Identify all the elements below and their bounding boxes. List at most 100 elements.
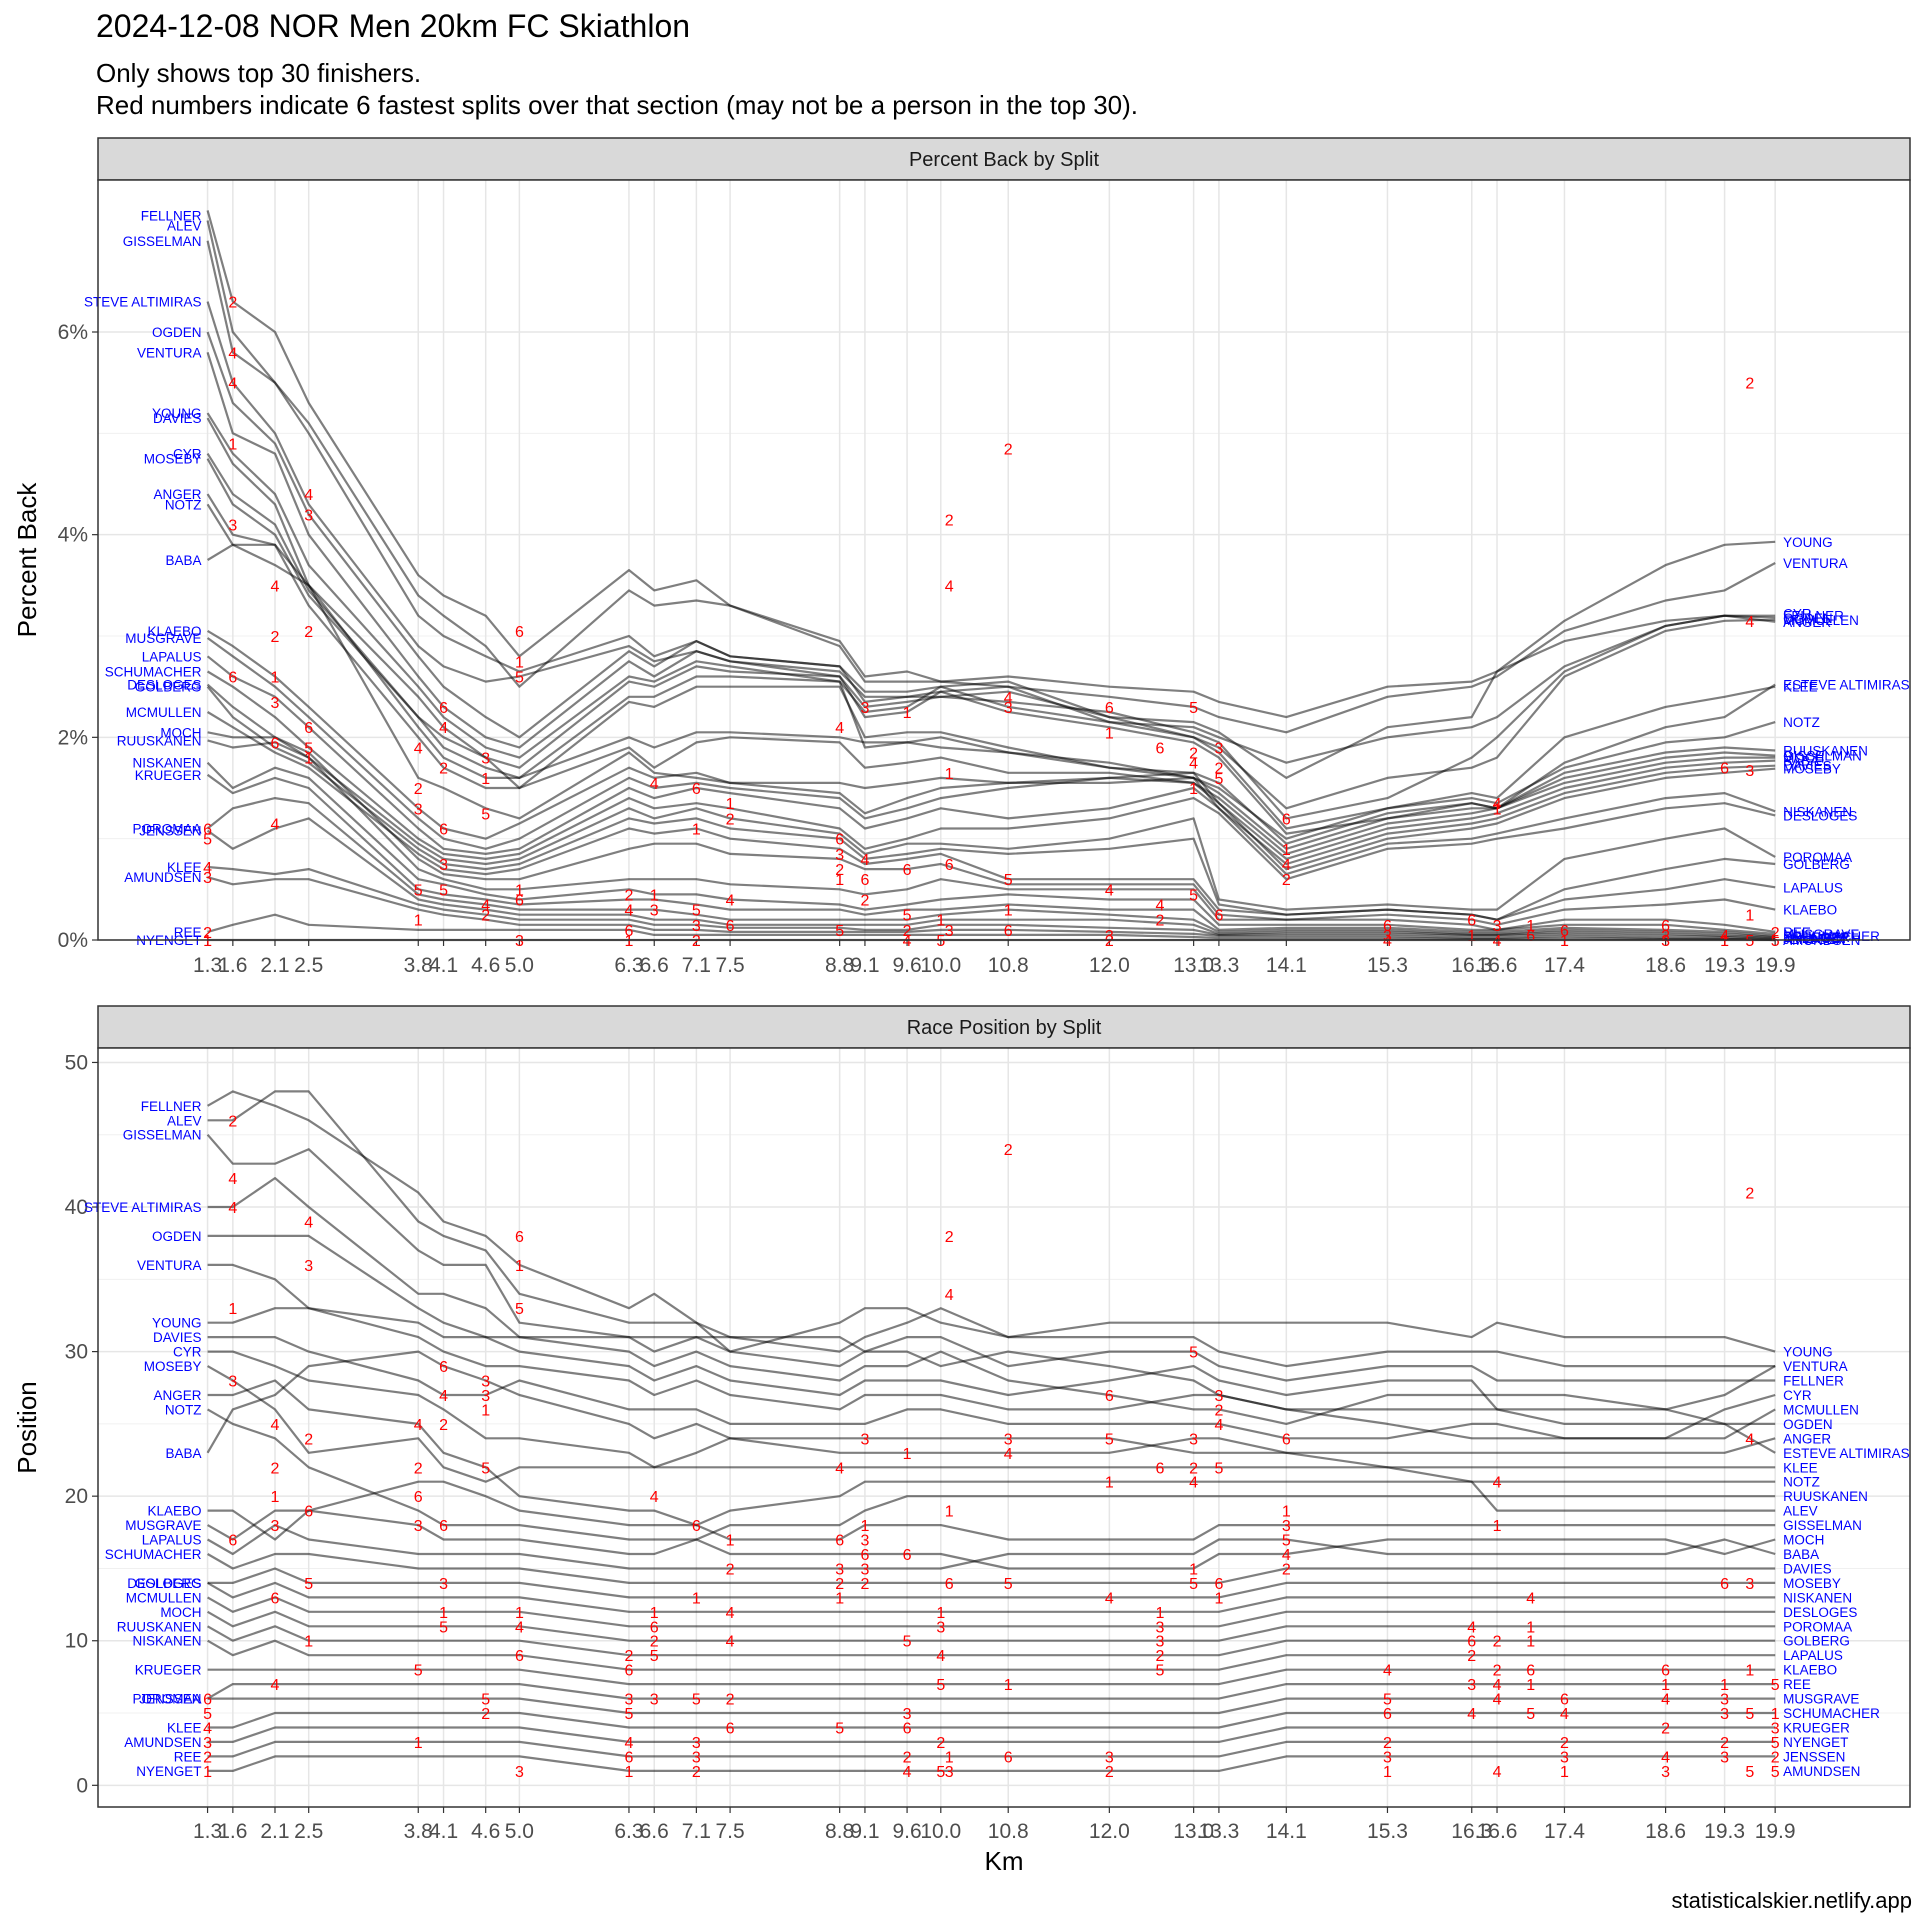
skier-line-11 [207,1379,1776,1527]
end-name-label: MUSGRAVE [1783,1692,1859,1707]
split-rank-label: 4 [1282,1547,1291,1564]
split-rank-label: 1 [1745,908,1754,925]
split-rank-label: 5 [1105,1431,1114,1448]
start-name-label: RUUSKANEN [117,1619,202,1634]
split-rank-label: 1 [650,887,659,904]
end-name-label: DESLOGES [1783,808,1857,823]
x-tick-label: 8.8 [825,1820,854,1843]
split-rank-label: 4 [228,376,237,393]
split-rank-label: 2 [203,1749,212,1766]
split-rank-label: 2 [1105,1764,1114,1781]
split-rank-label: 1 [1493,801,1502,818]
split-rank-label: 1 [1282,842,1291,859]
skier-line-28 [207,1726,1776,1744]
split-rank-label: 3 [860,1561,869,1578]
start-name-label: MOSEBY [144,1359,202,1374]
split-rank-label: 3 [1383,1749,1392,1766]
split-rank-label: 1 [1493,1518,1502,1535]
x-tick-label: 6.3 [614,1820,643,1843]
split-rank-label: 5 [1155,1663,1164,1680]
split-rank-label: 3 [203,1735,212,1752]
split-rank-label: 6 [945,857,954,874]
split-rank-label: 3 [1467,1677,1476,1694]
split-rank-label: 6 [515,1648,524,1665]
split-rank-label: 4 [1467,1619,1476,1636]
skier-line-8 [207,1335,1776,1440]
split-rank-label: 6 [1560,923,1569,940]
x-tick-label: 13.0 [1173,954,1214,977]
skier-line-12 [206,503,1776,856]
skier-line-2 [207,1090,1776,1368]
split-rank-label: 2 [1004,442,1013,459]
end-name-label: NOTZ [1783,1475,1820,1490]
x-tick-label: 12.0 [1089,1820,1130,1843]
split-rank-label: 2 [835,1576,844,1593]
split-rank-label: 6 [835,832,844,849]
split-rank-label: 3 [1720,1749,1729,1766]
split-rank-label: 1 [1155,1605,1164,1622]
end-name-label: NYENGET [1783,931,1848,946]
x-tick-label: 1.6 [218,954,247,977]
split-rank-label: 1 [515,882,524,899]
split-rank-label: 3 [650,1692,659,1709]
split-rank-label: 2 [481,1706,490,1723]
split-rank-label: 6 [271,735,280,752]
start-name-label: ANGER [154,487,202,502]
split-rank-label: 5 [414,1663,423,1680]
split-rank-label: 2 [1771,1749,1780,1766]
end-name-label: RUUSKANEN [1783,1489,1868,1504]
split-rank-label: 1 [936,913,945,930]
split-rank-label: 1 [1526,1619,1535,1636]
split-rank-label: 2 [625,887,634,904]
split-rank-label: 4 [1467,1706,1476,1723]
split-rank-label: 4 [1493,1764,1502,1781]
end-name-label: CYR [1783,607,1812,622]
start-name-label: NYENGET [136,1764,201,1779]
split-rank-label: 5 [1771,1735,1780,1752]
x-tick-label: 7.5 [715,1820,744,1843]
split-rank-label: 5 [1282,1533,1291,1550]
start-name-label: YOUNG [152,1316,202,1331]
start-name-label: MCMULLEN [126,705,202,720]
split-rank-label: 3 [1214,1388,1223,1405]
plot-panel [98,1048,1910,1807]
split-rank-label: 3 [1771,1720,1780,1737]
split-rank-label: 6 [439,1359,448,1376]
split-rank-label: 2 [903,1749,912,1766]
split-rank-label: 4 [1720,928,1729,945]
start-name-label: MUSGRAVE [125,1518,201,1533]
panel-border [97,1047,1911,1808]
split-rank-label: 3 [692,1735,701,1752]
split-rank-label: 5 [1771,1764,1780,1781]
skier-line-27 [207,1711,1776,1729]
split-rank-label: 1 [903,705,912,722]
split-rank-label: 2 [1214,761,1223,778]
split-rank-label: 4 [1745,614,1754,631]
split-rank-label: 3 [945,923,954,940]
start-name-label: SCHUMACHER [105,664,202,679]
x-tick-label: 7.1 [682,954,711,977]
skier-line-15 [207,1509,1776,1570]
split-rank-label: 1 [1661,1677,1670,1694]
split-rank-label: 3 [1155,1634,1164,1651]
split-rank-label: 4 [650,776,659,793]
x-tick-label: 7.5 [715,954,744,977]
split-rank-label: 5 [1189,1576,1198,1593]
end-name-label: POROMAA [1783,1619,1852,1634]
end-name-label: KLEE [1783,1460,1818,1475]
x-tick-label: 5.0 [505,954,534,977]
skier-line-23 [207,1639,1776,1671]
split-rank-label: 1 [860,1518,869,1535]
end-name-label: KLAEBO [1783,1663,1837,1678]
split-rank-label: 6 [1155,740,1164,757]
split-rank-label: 5 [439,1619,448,1636]
split-rank-label: 1 [414,1735,423,1752]
x-tick-label: 17.4 [1544,954,1585,977]
skier-line-10 [207,1365,1776,1483]
skier-line-30 [207,1755,1776,1773]
split-rank-label: 1 [1560,1764,1569,1781]
split-rank-label: 5 [203,832,212,849]
split-rank-label: 5 [1214,771,1223,788]
skier-line-6 [207,1263,1776,1411]
